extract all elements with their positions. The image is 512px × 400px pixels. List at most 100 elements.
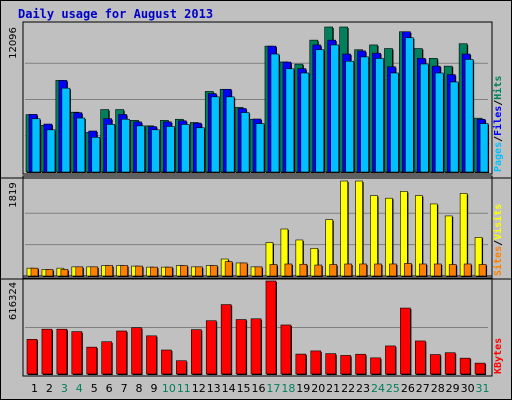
bar-sites-day-8 <box>135 265 143 277</box>
day-label-29: 29 <box>446 382 460 395</box>
bar-pages-day-23 <box>360 56 369 173</box>
bar-visits-day-24 <box>370 195 378 277</box>
bar-sites-day-23 <box>359 263 367 277</box>
bar-sites-day-19 <box>299 263 308 277</box>
bar-kbytes-day-6 <box>101 341 112 375</box>
bar-kbytes-day-15 <box>235 319 247 375</box>
legend-item-hits-files-pages-3: / <box>493 100 504 106</box>
bar-kbytes-day-10 <box>161 349 172 375</box>
legend-item-visits-sites-0: Sites <box>492 246 504 276</box>
bar-sites-day-2 <box>45 269 54 277</box>
bar-kbytes-day-7 <box>116 330 127 375</box>
bar-sites-day-16 <box>254 266 263 277</box>
day-label-30: 30 <box>461 382 475 395</box>
bar-sites-day-7 <box>120 265 128 277</box>
bar-kbytes-day-28 <box>429 354 441 375</box>
bar-visits-day-26 <box>400 191 408 277</box>
panel-border-2 <box>22 175 493 279</box>
legend-visits-sites: Sites/Visits <box>492 204 504 276</box>
bar-kbytes-day-22 <box>340 355 351 375</box>
bar-pages-day-4 <box>76 117 86 173</box>
bar-kbytes-day-16 <box>250 318 262 375</box>
bar-kbytes-day-17 <box>265 280 277 375</box>
bar-kbytes-day-5 <box>86 346 98 375</box>
day-label-8: 8 <box>136 382 143 395</box>
day-label-14: 14 <box>222 382 236 395</box>
bar-pages-day-3 <box>61 87 71 173</box>
legend-item-kbytes-0: KBytes <box>493 338 504 374</box>
day-label-22: 22 <box>341 382 355 395</box>
bar-kbytes-day-18 <box>280 324 292 375</box>
bar-sites-day-17 <box>269 264 278 277</box>
bar-pages-day-5 <box>91 137 101 173</box>
bar-pages-day-15 <box>240 112 250 173</box>
day-label-24: 24 <box>371 382 385 395</box>
bar-kbytes-day-30 <box>459 357 471 375</box>
bar-kbytes-day-29 <box>444 352 456 375</box>
bar-kbytes-day-8 <box>131 327 142 375</box>
bar-sites-day-4 <box>75 266 84 277</box>
day-label-19: 19 <box>296 382 310 395</box>
bar-pages-day-21 <box>330 44 340 173</box>
bar-visits-day-23 <box>355 180 363 277</box>
bar-sites-day-9 <box>150 266 158 277</box>
bar-pages-day-7 <box>121 118 130 173</box>
bar-pages-day-8 <box>136 125 145 173</box>
bar-pages-day-16 <box>255 123 265 173</box>
bar-sites-day-31 <box>478 264 487 277</box>
bar-pages-day-2 <box>46 129 56 173</box>
day-label-10: 10 <box>162 382 176 395</box>
day-label-15: 15 <box>237 382 251 395</box>
legend-item-visits-sites-1: / <box>493 240 504 246</box>
bar-visits-day-20 <box>310 248 319 277</box>
bar-kbytes-day-27 <box>415 340 426 375</box>
legend-item-visits-sites-2: Visits <box>492 204 504 240</box>
bar-pages-day-27 <box>420 63 429 173</box>
bar-kbytes-day-24 <box>370 357 381 375</box>
bar-pages-day-14 <box>225 96 235 173</box>
bar-sites-day-6 <box>105 265 113 277</box>
bar-sites-day-27 <box>419 263 427 277</box>
bar-sites-day-3 <box>60 269 69 277</box>
day-label-21: 21 <box>326 382 340 395</box>
bar-kbytes-day-9 <box>146 335 157 375</box>
bar-pages-day-13 <box>210 96 220 173</box>
bar-pages-day-28 <box>434 72 444 173</box>
day-label-18: 18 <box>281 382 295 395</box>
bar-sites-day-12 <box>194 266 203 277</box>
day-label-26: 26 <box>401 382 415 395</box>
day-label-17: 17 <box>266 382 280 395</box>
bar-kbytes-day-31 <box>474 362 486 375</box>
bar-sites-day-20 <box>314 264 323 277</box>
bar-pages-day-10 <box>166 126 175 173</box>
legend-item-hits-files-pages-0: Pages <box>493 142 504 172</box>
bar-visits-day-17 <box>265 242 274 277</box>
day-label-23: 23 <box>356 382 370 395</box>
bar-visits-day-31 <box>474 237 483 277</box>
day-label-31: 31 <box>476 382 490 395</box>
bar-visits-day-29 <box>444 215 453 277</box>
bar-sites-day-15 <box>239 262 248 277</box>
day-label-12: 12 <box>192 382 206 395</box>
legend-item-hits-files-pages-4: Hits <box>492 76 504 100</box>
max-label-hits-files-pages: 12096 <box>8 27 19 59</box>
day-label-16: 16 <box>252 382 266 395</box>
bar-kbytes-day-20 <box>310 350 322 375</box>
legend-hits-files-pages: Pages/Files/Hits <box>492 76 504 172</box>
bar-pages-day-20 <box>315 49 325 173</box>
panel-border-1 <box>22 21 493 175</box>
bar-kbytes-day-26 <box>400 307 411 375</box>
bar-pages-day-31 <box>479 123 489 173</box>
bar-kbytes-day-4 <box>71 331 83 375</box>
bar-visits-day-18 <box>280 228 289 277</box>
bar-visits-day-28 <box>429 203 438 277</box>
bar-sites-day-24 <box>374 263 382 277</box>
bar-sites-day-18 <box>284 263 293 277</box>
bar-pages-day-30 <box>464 59 474 173</box>
bar-sites-day-25 <box>389 263 397 277</box>
bar-kbytes-day-25 <box>385 345 396 375</box>
bar-visits-day-19 <box>295 239 304 277</box>
bar-sites-day-14 <box>224 261 233 277</box>
bar-pages-day-12 <box>195 127 205 173</box>
